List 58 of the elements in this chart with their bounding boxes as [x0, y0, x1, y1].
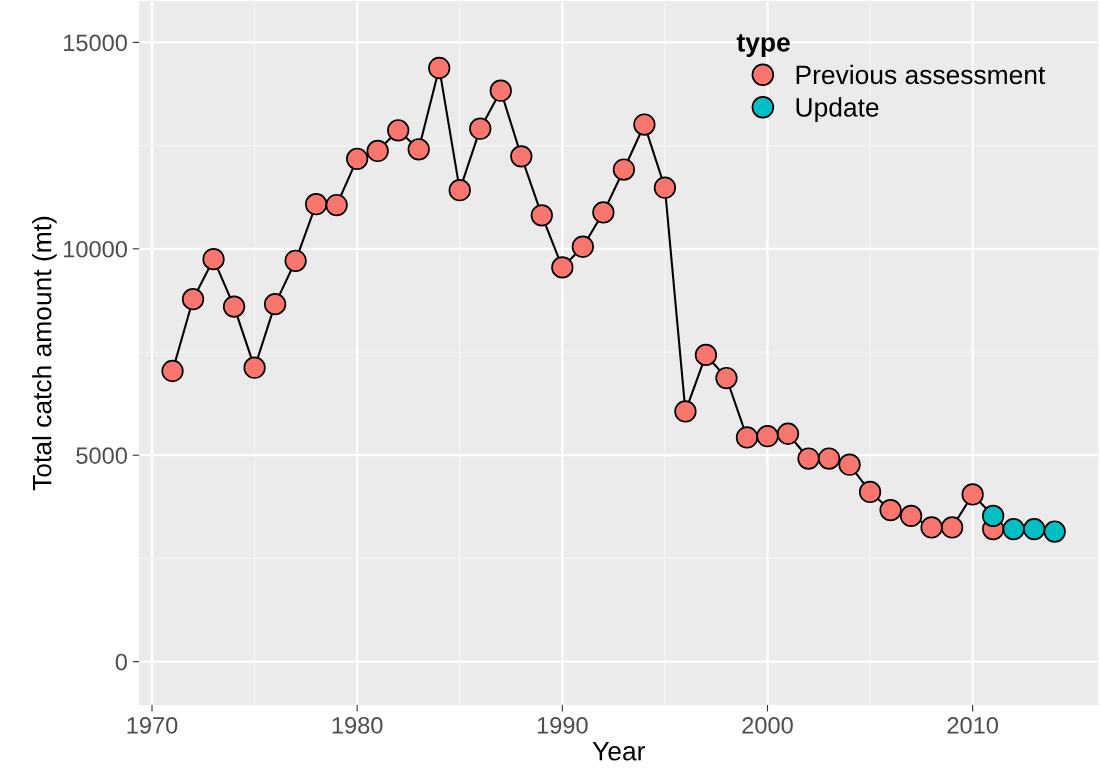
- y-tick-label: 10000: [64, 240, 127, 258]
- point: [982, 504, 1005, 528]
- point: [305, 193, 328, 216]
- point: [735, 426, 759, 449]
- point: [243, 356, 266, 379]
- point: [571, 235, 594, 258]
- point: [530, 204, 553, 227]
- point: [715, 366, 738, 390]
- point: [1002, 517, 1025, 541]
- point: [879, 498, 902, 522]
- y-axis-title: Total catch amount (mt): [32, 216, 57, 491]
- point: [899, 504, 923, 528]
- point: [346, 147, 369, 170]
- x-tick-label: 1980: [332, 716, 383, 734]
- point: [920, 516, 943, 539]
- point: [510, 145, 533, 168]
- y-tick-label: 0: [115, 653, 127, 671]
- point: [489, 79, 512, 102]
- x-axis-title: Year: [592, 742, 645, 761]
- y-tick-label: 15000: [64, 34, 127, 52]
- x-tick-label: 2000: [742, 716, 793, 734]
- point: [387, 119, 410, 142]
- y-tick-label: 5000: [76, 447, 127, 464]
- legend-title: type: [736, 34, 790, 57]
- point: [797, 447, 820, 470]
- point: [448, 179, 471, 202]
- legend-label: Previous assessment: [796, 64, 1046, 85]
- point: [1023, 517, 1046, 541]
- point: [817, 447, 841, 470]
- point: [161, 359, 184, 383]
- point: [941, 516, 964, 539]
- point: [366, 139, 389, 163]
- point: [633, 113, 656, 136]
- point: [756, 425, 779, 448]
- point: [284, 249, 307, 272]
- point: [428, 56, 451, 80]
- point: [551, 256, 574, 279]
- point: [694, 343, 718, 367]
- point: [202, 247, 225, 271]
- x-tick-label: 2010: [947, 716, 998, 734]
- point: [653, 176, 677, 199]
- point: [838, 453, 861, 476]
- point: [407, 138, 430, 161]
- legend-label: Update: [796, 97, 879, 122]
- x-tick-label: 1970: [127, 716, 178, 734]
- point: [961, 483, 984, 506]
- x-tick-label: 1990: [537, 716, 588, 734]
- point: [674, 400, 697, 423]
- point: [592, 201, 615, 224]
- point: [181, 288, 205, 311]
- point: [325, 193, 348, 217]
- point: [1043, 520, 1066, 543]
- point: [222, 295, 246, 318]
- point: [469, 117, 492, 140]
- point: [858, 480, 882, 504]
- point: [263, 292, 287, 316]
- point: [776, 422, 800, 445]
- point: [612, 158, 636, 181]
